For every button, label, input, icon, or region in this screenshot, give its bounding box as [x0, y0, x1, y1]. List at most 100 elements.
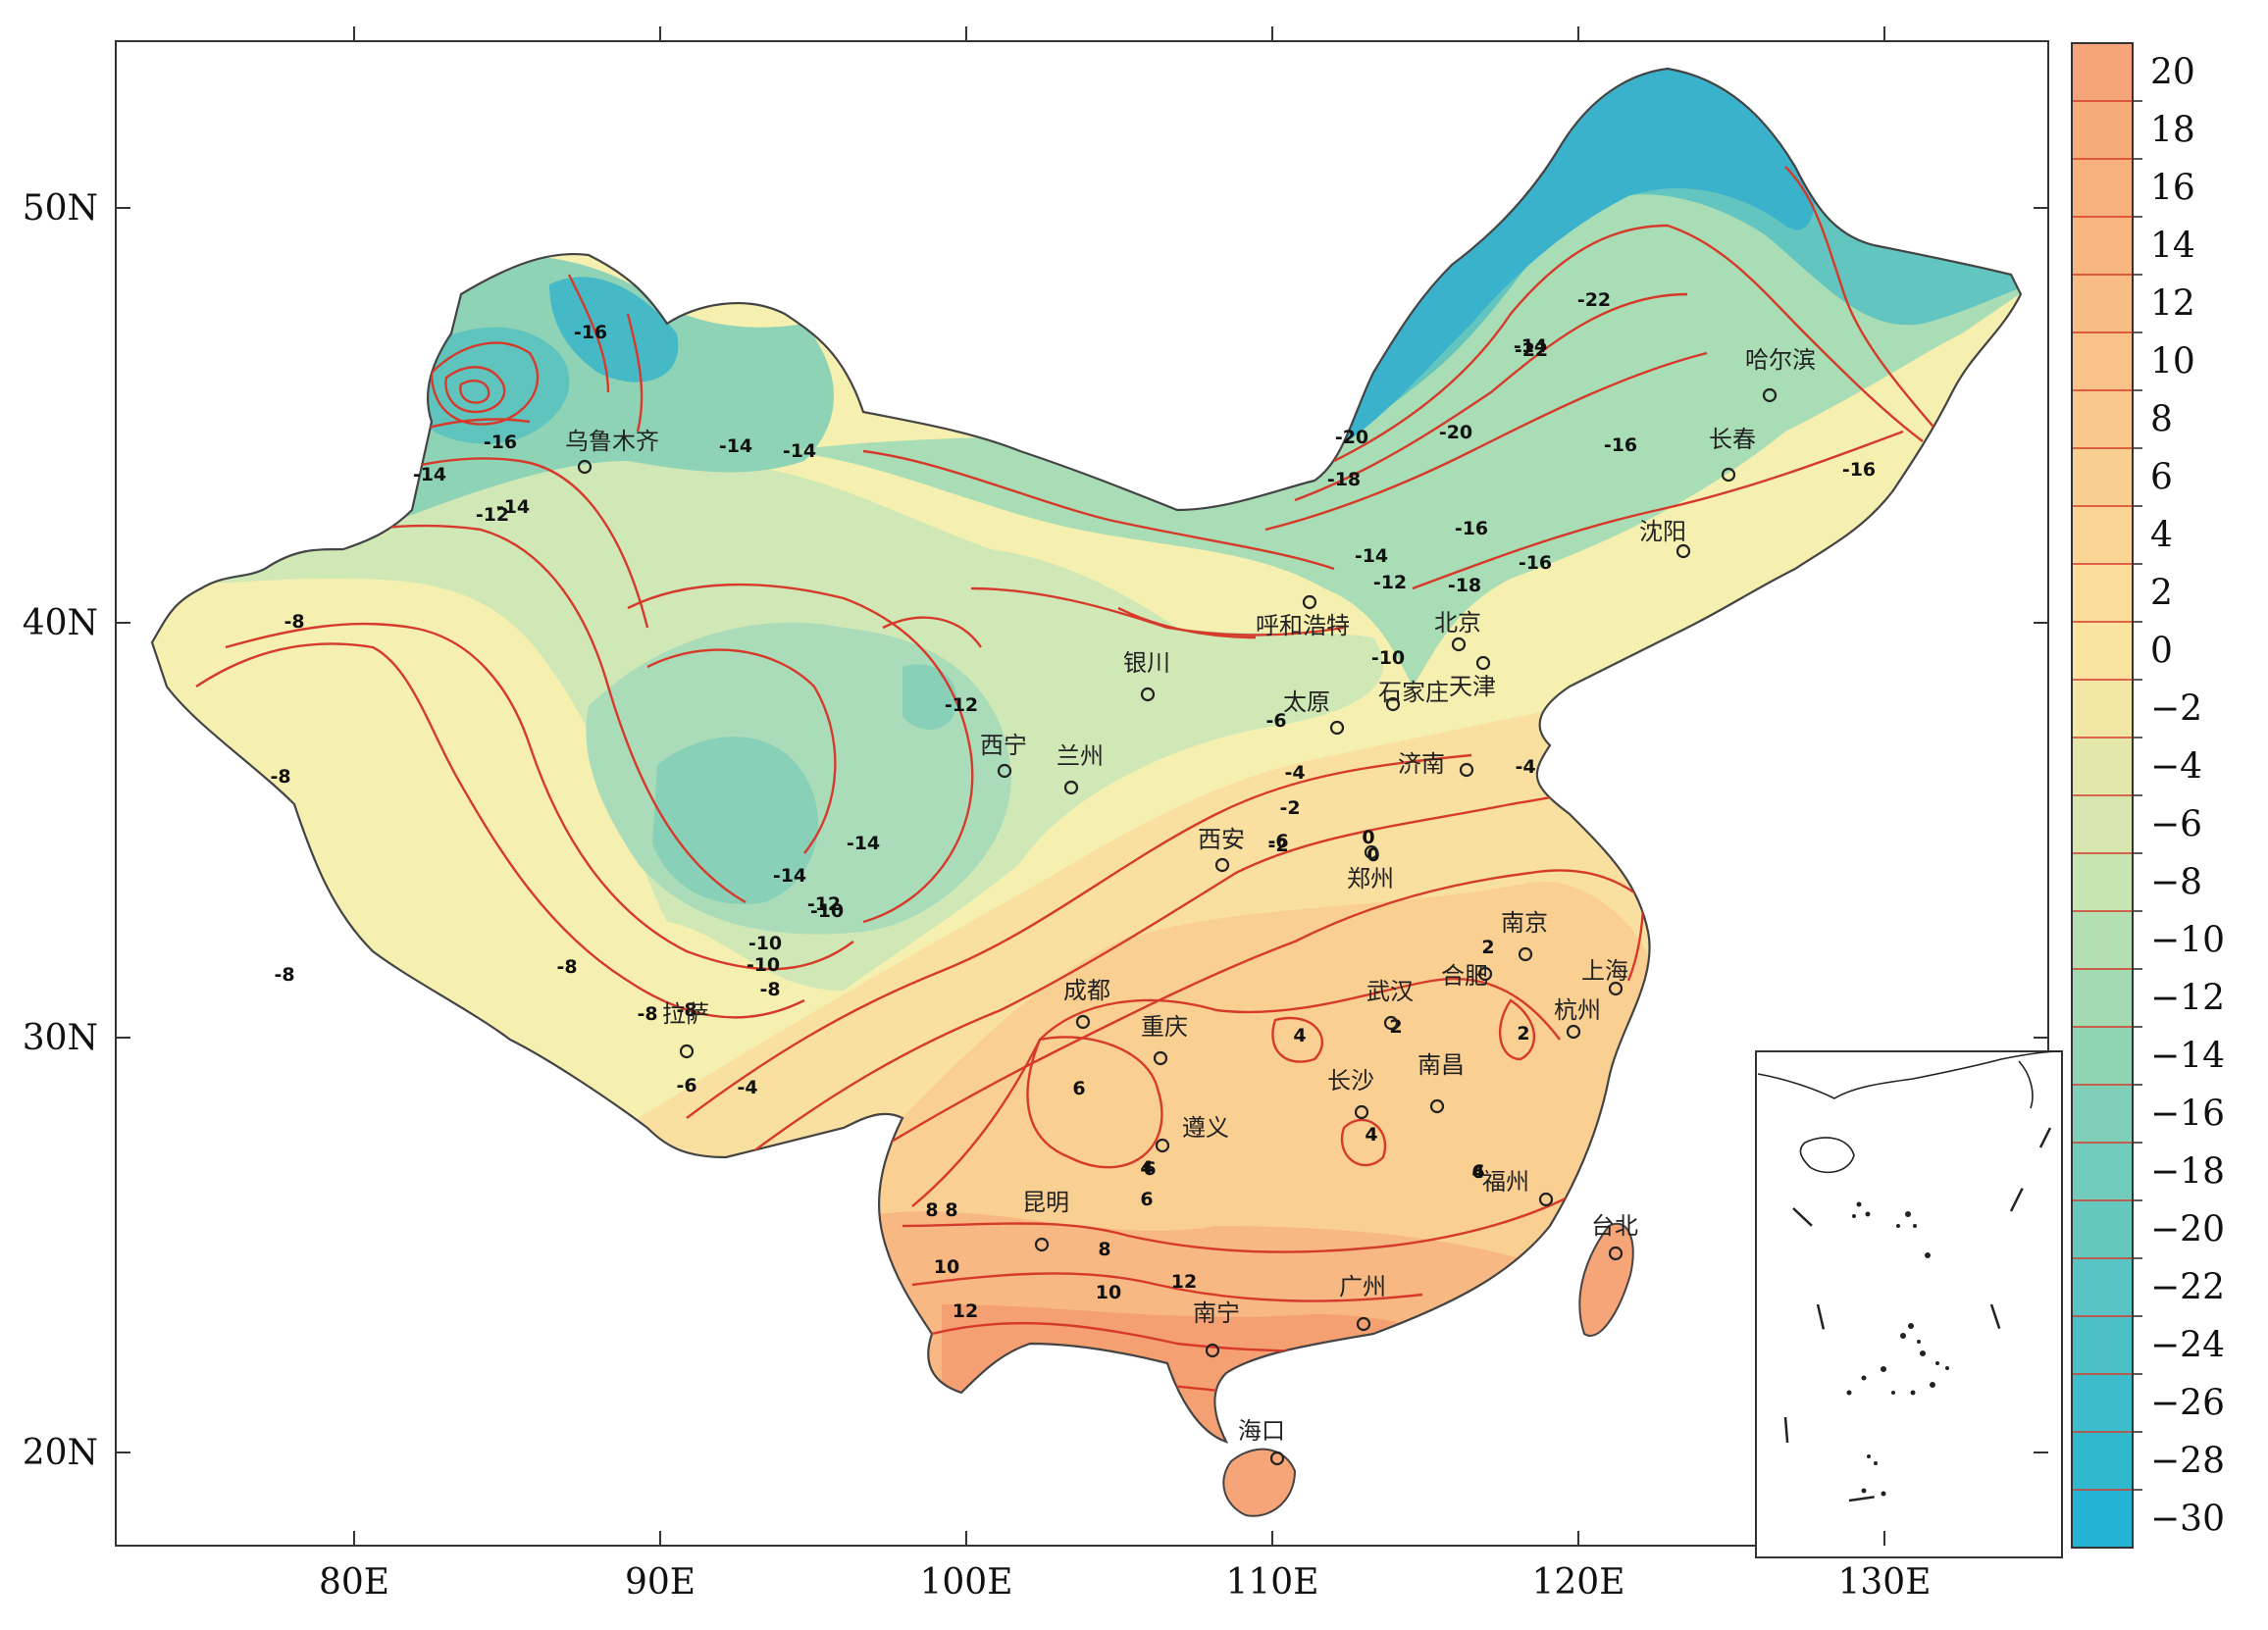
legend-label: 4 — [2150, 516, 2173, 556]
legend-label: −28 — [2150, 1442, 2225, 1482]
legend-swatch — [2072, 1027, 2133, 1086]
longitude-tick-label: 90E — [625, 1562, 696, 1603]
contour-label: -14 — [847, 833, 880, 854]
city-name: 郑州 — [1347, 865, 1394, 892]
legend-label: 10 — [2150, 342, 2195, 382]
city-name: 太原 — [1283, 688, 1330, 716]
contour-label: 6 — [1140, 1189, 1153, 1210]
contour-label: 2 — [1481, 937, 1494, 958]
city-name: 杭州 — [1554, 996, 1601, 1024]
longitude-tick-label: 100E — [920, 1562, 1013, 1603]
city-marker — [1475, 655, 1491, 671]
contour-label: 10 — [1096, 1282, 1121, 1303]
isolines — [195, 166, 1963, 1395]
contour-label: -8 — [270, 766, 290, 788]
contour-label: -10 — [810, 900, 844, 922]
contour-label: -22 — [1577, 289, 1611, 311]
contour-label: 4 — [1365, 1124, 1377, 1146]
city-marker — [1356, 1316, 1371, 1332]
city-name: 石家庄 — [1378, 679, 1449, 706]
city-name: 乌鲁木齐 — [565, 428, 659, 455]
contour-label: 6 — [1072, 1078, 1085, 1099]
legend-label: −8 — [2150, 863, 2202, 903]
contour-label: -16 — [1519, 552, 1552, 574]
legend-label: 16 — [2150, 169, 2195, 209]
legend-swatch — [2072, 101, 2133, 160]
city-marker — [1385, 696, 1401, 712]
legend-label: 14 — [2150, 227, 2195, 267]
latitude-axis: 50N 40N 30N 20N — [23, 188, 2048, 1473]
contour-label: -16 — [1455, 518, 1488, 539]
legend-swatch — [2072, 159, 2133, 218]
legend-swatch — [2072, 622, 2133, 681]
contour-label: -18 — [1327, 469, 1361, 490]
contour-labels: -8-8-8-8-8-8-10-10-10-12-12-12-12-14-14-… — [270, 289, 1876, 1322]
legend-label: 20 — [2150, 53, 2195, 93]
legend-label: −24 — [2150, 1326, 2225, 1366]
city-marker — [1459, 762, 1474, 778]
legend-swatch — [2072, 506, 2133, 565]
legend-swatch — [2072, 1085, 2133, 1144]
city-name: 南宁 — [1193, 1299, 1240, 1327]
cool-zone-14b — [902, 664, 957, 730]
latitude-tick-label: 20N — [23, 1433, 98, 1473]
city-marker — [1155, 1138, 1170, 1153]
contour-label: -8 — [556, 956, 577, 978]
city-marker — [1329, 720, 1345, 736]
inset-taiwan — [2018, 1060, 2034, 1109]
legend-label: −10 — [2150, 921, 2225, 961]
contour-label: -10 — [747, 954, 780, 976]
legend-label: −26 — [2150, 1384, 2225, 1424]
city-name: 海口 — [1238, 1417, 1285, 1445]
city-marker — [1538, 1192, 1554, 1207]
contour-label: -14 — [413, 464, 446, 485]
legend-label: 18 — [2150, 111, 2195, 151]
city-marker — [1608, 1246, 1624, 1261]
contour-label: 4 — [1140, 1157, 1153, 1179]
contour-label: -2 — [1279, 797, 1300, 819]
latitude-tick-label: 30N — [23, 1018, 98, 1058]
legend-label: −16 — [2150, 1095, 2225, 1135]
contour-label: 0 — [1362, 827, 1374, 848]
contour-label: -8 — [284, 611, 304, 633]
contour-label: -10 — [1371, 647, 1405, 669]
legend-swatch — [2072, 1490, 2133, 1549]
latitude-tick-label: 50N — [23, 188, 98, 229]
legend-swatch — [2072, 332, 2133, 391]
legend-label: −14 — [2150, 1037, 2225, 1077]
legend-swatch — [2072, 1258, 2133, 1317]
city-marker — [1383, 1015, 1399, 1031]
inset-dashline — [1783, 1127, 2052, 1503]
inset-islands — [1846, 1201, 1949, 1497]
hainan-island — [1222, 1448, 1297, 1517]
china-outline — [150, 67, 2023, 1444]
longitude-tick-label: 110E — [1226, 1562, 1319, 1603]
city-marker — [1451, 637, 1467, 652]
contour-label: -16 — [484, 432, 517, 453]
legend-label: 2 — [2150, 574, 2173, 614]
contour-label: -14 — [1355, 545, 1388, 567]
legend-swatch — [2072, 1432, 2133, 1491]
contour-label: -6 — [1267, 831, 1288, 852]
contour-label: -6 — [1265, 710, 1286, 732]
legend-label: −6 — [2150, 805, 2202, 845]
city-name: 银川 — [1123, 649, 1170, 677]
city-marker — [1214, 857, 1230, 873]
color-scale-legend: 20181614121086420−2−4−6−8−10−12−14−16−18… — [2071, 42, 2225, 1549]
legend-swatch — [2072, 217, 2133, 276]
contour-label: 10 — [934, 1256, 959, 1278]
city-name: 济南 — [1398, 750, 1445, 778]
city-marker — [1721, 467, 1736, 483]
city-name: 合肥 — [1441, 962, 1488, 990]
city-name: 拉萨 — [662, 1000, 709, 1028]
city-name: 武汉 — [1366, 978, 1414, 1005]
city-name: 遵义 — [1182, 1114, 1229, 1142]
legend-label: −18 — [2150, 1152, 2225, 1193]
longitude-tick-label: 120E — [1532, 1562, 1625, 1603]
legend-swatch — [2072, 680, 2133, 739]
contour-label: -16 — [1842, 459, 1876, 481]
city-name: 成都 — [1063, 977, 1110, 1004]
contour-label: -22 — [1515, 339, 1548, 361]
city-marker — [1762, 387, 1778, 403]
